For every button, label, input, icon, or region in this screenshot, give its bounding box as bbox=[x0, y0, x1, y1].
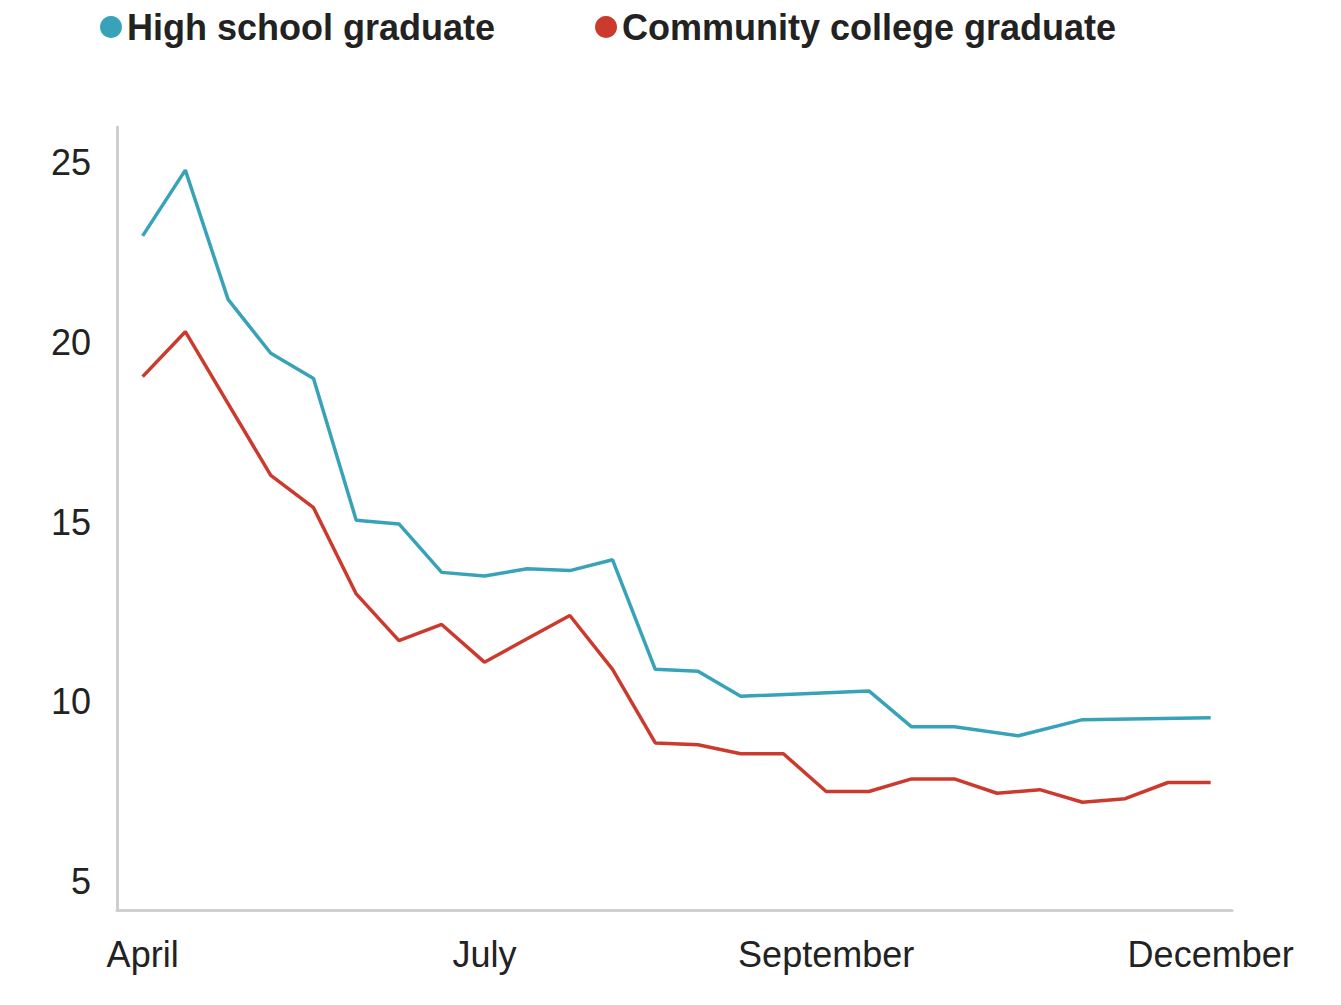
svg-text:15: 15 bbox=[51, 502, 91, 543]
svg-text:25: 25 bbox=[51, 142, 91, 183]
svg-text:September: September bbox=[738, 934, 914, 975]
svg-text:December: December bbox=[1128, 934, 1294, 975]
svg-text:Community college graduate: Community college graduate bbox=[622, 7, 1116, 48]
svg-text:High school graduate: High school graduate bbox=[127, 7, 495, 48]
svg-text:July: July bbox=[452, 934, 516, 975]
svg-text:20: 20 bbox=[51, 322, 91, 363]
svg-text:5: 5 bbox=[71, 861, 91, 902]
svg-text:April: April bbox=[107, 934, 179, 975]
svg-text:10: 10 bbox=[51, 681, 91, 722]
